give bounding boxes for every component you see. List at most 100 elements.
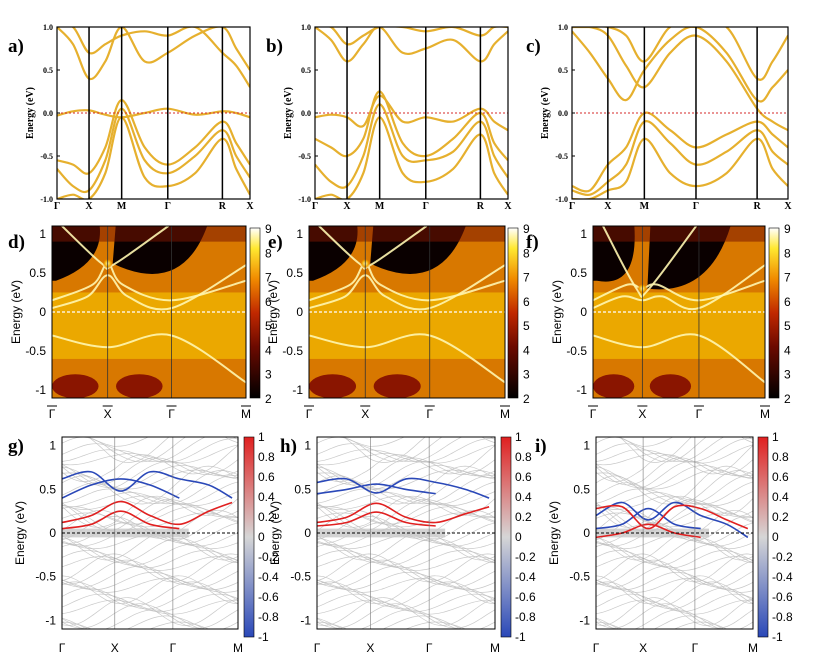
colorbar-tick-label: 0: [515, 530, 522, 544]
colorbar-tick-label: 6: [784, 295, 791, 309]
y-tick-label: 0.5: [558, 66, 568, 75]
y-tick-label: -0.5: [290, 570, 311, 584]
bulk-band: [317, 587, 495, 610]
y-tick-label: 1.0: [558, 23, 568, 32]
colorbar-tick-label: 4: [265, 343, 272, 357]
colorbar-tick-label: 0: [772, 530, 779, 544]
kpoint-label: X: [85, 201, 93, 212]
kpoint-label: M: [233, 641, 243, 655]
colorbar-tick-label: 9: [523, 222, 530, 236]
spectral-map: [309, 226, 505, 398]
bulk-band: [317, 553, 495, 583]
kpoint-label: Γ: [54, 201, 60, 212]
colorbar-tick-label: 0.4: [772, 490, 789, 504]
bulk-band: [596, 603, 753, 629]
panel-label: f): [526, 232, 539, 253]
surface-state-line-2: [61, 226, 169, 270]
y-tick-label: 0: [583, 526, 590, 540]
bulk-band: [317, 597, 495, 626]
colorbar-tick-label: -0.4: [772, 570, 793, 584]
colorbar-tick-label: -1: [772, 630, 783, 644]
surface-band-down: [596, 504, 749, 530]
slab-bands: [596, 437, 753, 629]
bulk-band: [596, 465, 753, 490]
bulk-band: [317, 609, 495, 629]
bottom-pocket: [593, 374, 635, 398]
band-line-2: [572, 137, 788, 199]
surface-state-line-1: [309, 264, 505, 311]
y-tick-label: 1.0: [43, 23, 53, 32]
colorbar-tick-label: 2: [784, 392, 791, 406]
y-tick-label: -0.5: [282, 344, 303, 358]
band-line-3: [57, 116, 250, 199]
y-tick-label: 1: [583, 439, 590, 453]
y-tick-label: 0: [296, 305, 303, 319]
bulk-band: [317, 437, 495, 463]
colorbar-tick-label: 0: [258, 530, 265, 544]
bulk-band: [62, 537, 238, 564]
surface-band-down: [596, 523, 701, 539]
panel-a: a) Γ X M Γ R X 1.0 0.5 0.0 -0.5 -1.0 Energy (eV): [8, 23, 254, 212]
colorbar-tick-label: 4: [523, 343, 530, 357]
panel-g: g) Γ X Γ M 1 0.5 0 -0.5 -1 Energy (eV) 1 0.8 0.6 0.4 0.…: [8, 430, 279, 655]
kpoint-label: Γ: [590, 407, 597, 421]
bulk-band: [317, 599, 495, 615]
kpoint-label: Γ: [693, 201, 699, 212]
surface-band-up: [317, 483, 436, 495]
bulk-band: [317, 603, 495, 629]
kpoint-label: X: [604, 201, 612, 212]
bulk-band: [317, 470, 495, 504]
panel-label: c): [526, 36, 541, 57]
colorbar-tick-label: -0.2: [515, 550, 536, 564]
y-axis-label: Energy (eV): [13, 501, 27, 565]
bulk-band: [62, 495, 238, 528]
band-lines: [572, 27, 788, 199]
surface-band-up: [596, 501, 749, 539]
y-tick-label: -1.0: [555, 195, 568, 204]
kpoint-label: X: [639, 641, 647, 655]
bulk-band: [317, 461, 495, 489]
bulk-band: [596, 559, 753, 585]
colorbar-tick-label: 8: [523, 246, 530, 260]
surface-band-down: [62, 510, 180, 530]
bulk-band: [62, 609, 238, 629]
bulk-band: [596, 475, 753, 505]
kpoint-label: Γ: [426, 407, 433, 421]
kpoint-label: R: [219, 201, 227, 212]
y-tick-label: -1: [300, 613, 311, 627]
colorbar-tick-label: 8: [265, 246, 272, 260]
kpoint-label: M: [640, 201, 650, 212]
colorbar-tick-label: 6: [523, 295, 530, 309]
kpoint-label: Γ: [314, 641, 321, 655]
bulk-band: [62, 593, 238, 612]
y-tick-label: 0.5: [294, 482, 311, 496]
bulk-band: [62, 512, 238, 528]
y-tick-label: -0.5: [35, 570, 56, 584]
bulk-band: [317, 481, 495, 508]
bulk-band: [62, 481, 238, 508]
kpoint-label: Γ: [696, 407, 703, 421]
bulk-band: [343, 437, 495, 463]
gap-region-right: [647, 226, 731, 290]
band-line-3: [572, 27, 788, 103]
colorbar-tick-label: 3: [523, 368, 530, 382]
bulk-band: [596, 565, 753, 588]
kpoint-label: M: [500, 407, 510, 421]
kpoint-label: Γ: [170, 641, 177, 655]
colorbar: [500, 436, 512, 638]
top-band: [593, 226, 765, 242]
bottom-pocket: [309, 374, 357, 398]
colorbar-tick-label: 1: [258, 430, 265, 444]
bulk-band: [596, 578, 753, 593]
surface-band-down: [317, 511, 436, 527]
kpoint-label: M: [748, 641, 758, 655]
y-axis-label: Energy (eV): [540, 87, 551, 139]
panel-i: i) Γ X Γ M 1 0.5 0 -0.5 -1 Energy (eV) 1 0.8 0.6 0.4 0.…: [535, 430, 793, 655]
surface-band-up: [596, 507, 701, 530]
bulk-band: [317, 578, 495, 593]
bulk-band: [317, 556, 495, 571]
bulk-band: [62, 556, 238, 571]
surface-state-line-0: [593, 279, 765, 302]
bulk-band: [62, 445, 238, 482]
y-tick-label: 0.5: [301, 66, 311, 75]
